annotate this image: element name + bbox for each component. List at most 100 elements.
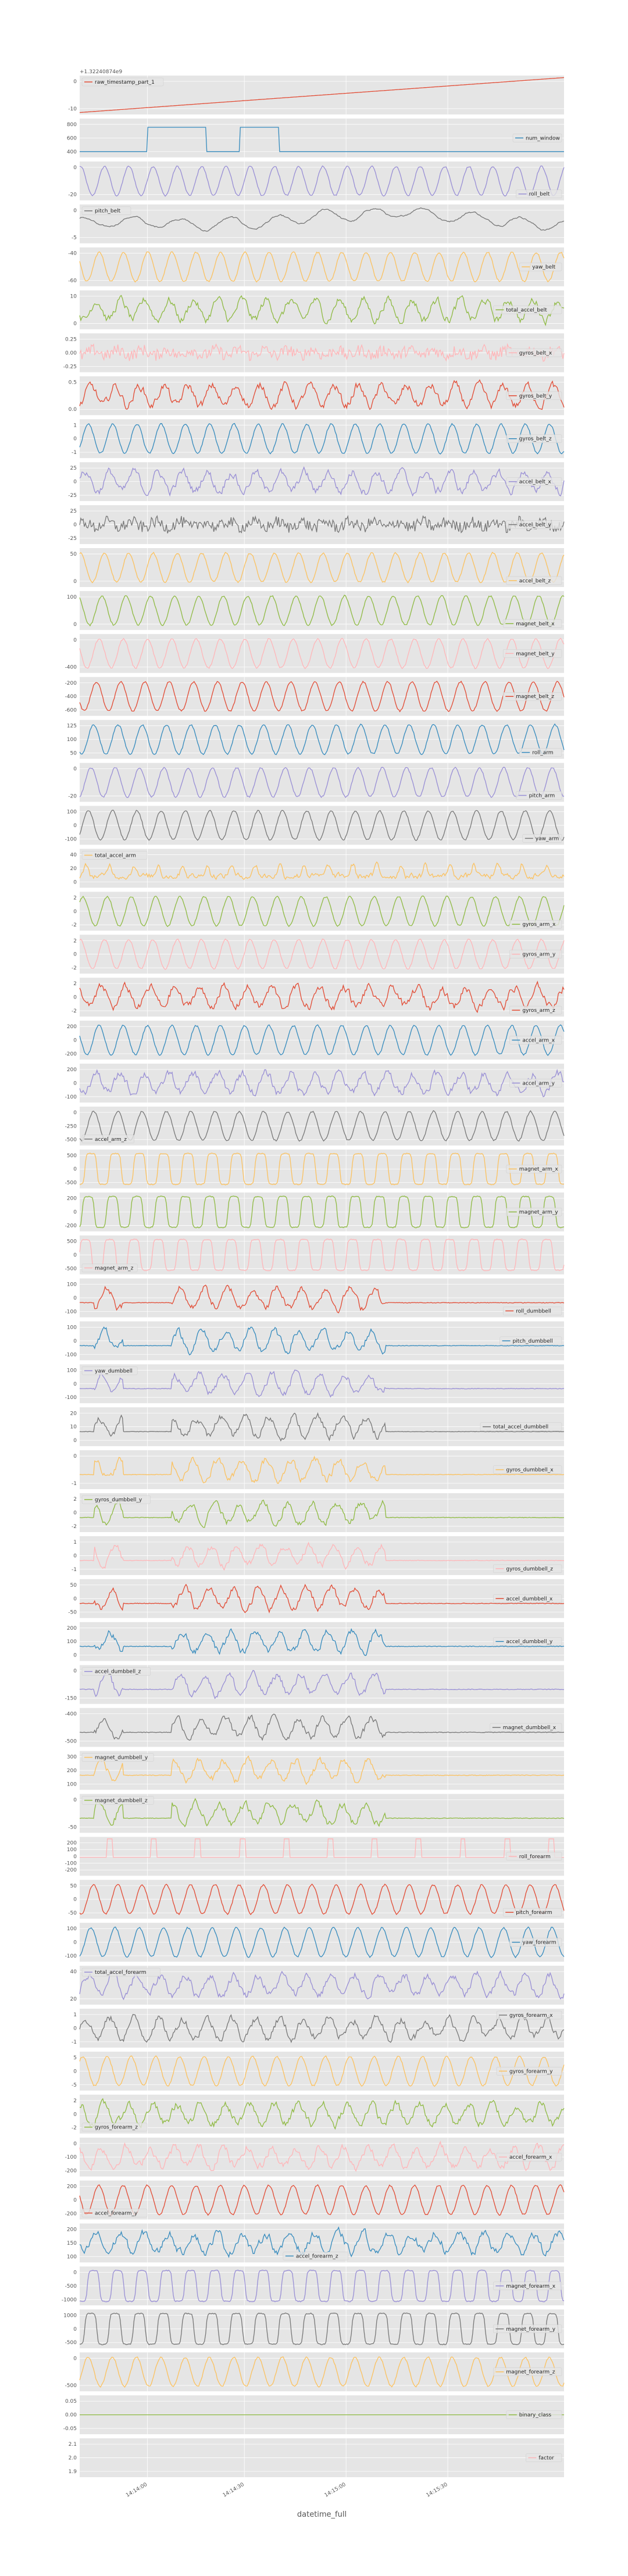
x-axis-label: datetime_full bbox=[297, 2510, 347, 2519]
panel-background bbox=[80, 1450, 564, 1490]
y-tick-label: 2.1 bbox=[69, 2442, 77, 2448]
y-tick-label: -25 bbox=[68, 493, 77, 499]
legend-label: total_accel_dumbbell bbox=[493, 1425, 548, 1430]
series-line-accel_dumbbell_x bbox=[79, 1583, 565, 1613]
legend-label: total_accel_forearm bbox=[95, 1970, 147, 1976]
y-tick-label: -400 bbox=[65, 665, 77, 671]
panel-magnet_forearm_y: 1000 0 -500 magnet_forearm_y bbox=[63, 2309, 565, 2349]
series-line-roll_forearm bbox=[80, 1838, 564, 1858]
legend: pitch_dumbbell bbox=[499, 1336, 562, 1346]
panel-gyros_forearm_y: 5 0 -5 gyros_forearm_y bbox=[72, 2051, 565, 2091]
panel-accel_forearm_y: 200 0 -200 accel_forearm_y bbox=[65, 2180, 565, 2220]
panel-background bbox=[80, 247, 564, 287]
legend-label: yaw_belt bbox=[532, 264, 555, 270]
legend-label: accel_belt_x bbox=[519, 480, 552, 485]
y-tick-label: 0 bbox=[73, 1339, 77, 1344]
legend: total_accel_belt bbox=[493, 305, 562, 314]
panel-accel_forearm_z: 200 150 100 accel_forearm_z bbox=[67, 2223, 565, 2263]
panel-gyros_dumbbell_x: 0 -1 gyros_dumbbell_x bbox=[72, 1450, 565, 1490]
legend-label: accel_forearm_y bbox=[95, 2211, 138, 2217]
panel-num_window: 800 600 400 num_window bbox=[67, 118, 564, 158]
y-tick-label: 0 bbox=[73, 2356, 77, 2362]
y-tick-label: -200 bbox=[65, 2211, 77, 2217]
y-tick-label: 0 bbox=[73, 1081, 77, 1086]
y-tick-label: 50 bbox=[70, 1583, 77, 1588]
legend-label: yaw_arm bbox=[536, 836, 559, 842]
y-tick-label: -100 bbox=[65, 1309, 77, 1315]
legend-label: magnet_belt_y bbox=[516, 651, 555, 657]
legend-box bbox=[516, 189, 562, 198]
legend-box bbox=[493, 305, 562, 314]
legend-box bbox=[502, 1908, 562, 1917]
series-line-roll_arm bbox=[79, 723, 565, 756]
y-tick-label: 20 bbox=[70, 866, 77, 872]
y-tick-label: -100 bbox=[65, 1861, 77, 1867]
panel-total_accel_forearm: 40 20 total_accel_forearm bbox=[70, 1966, 565, 2005]
y-tick-label: 0.05 bbox=[65, 2399, 77, 2405]
panel-magnet_arm_x: 500 0 -500 magnet_arm_x bbox=[65, 1149, 565, 1189]
y-tick-label: -60 bbox=[68, 278, 77, 284]
panel-accel_dumbbell_z: 0 -150 accel_dumbbell_z bbox=[65, 1665, 565, 1704]
legend: accel_dumbbell_z bbox=[81, 1667, 151, 1676]
y-tick-label: 0 bbox=[73, 622, 77, 628]
y-tick-label: 0 bbox=[73, 1382, 77, 1387]
y-tick-label: -20 bbox=[68, 192, 77, 198]
legend-label: accel_dumbbell_y bbox=[506, 1639, 553, 1645]
legend-label: magnet_dumbbell_z bbox=[95, 1798, 148, 1804]
y-tick-label: 150 bbox=[67, 2241, 77, 2246]
legend-box bbox=[516, 791, 562, 800]
legend-box bbox=[509, 1006, 562, 1015]
series-line-magnet_dumbbell_z bbox=[79, 1798, 565, 1827]
legend-label: accel_belt_y bbox=[519, 523, 552, 528]
y-tick-label: -20 bbox=[68, 793, 77, 799]
legend-box bbox=[506, 1164, 562, 1173]
legend-box bbox=[506, 434, 562, 443]
y-tick-label: 10 bbox=[70, 1425, 77, 1430]
series-line-pitch_belt bbox=[79, 207, 565, 232]
legend-label: raw_timestamp_part_1 bbox=[95, 80, 155, 85]
y-tick-label: 100 bbox=[67, 2254, 77, 2260]
legend: yaw_forearm bbox=[509, 1938, 562, 1947]
y-tick-label: 100 bbox=[67, 595, 77, 600]
panel-total_accel_dumbbell: 20 10 0 total_accel_dumbbell bbox=[70, 1407, 565, 1447]
legend-box bbox=[499, 1336, 562, 1346]
panel-background bbox=[80, 204, 564, 244]
series-line-gyros_dumbbell_y bbox=[79, 1499, 565, 1528]
y-tick-label: 300 bbox=[67, 1755, 77, 1761]
y-tick-label: -10 bbox=[68, 106, 77, 112]
y-tick-label: 100 bbox=[67, 1926, 77, 1932]
y-tick-label: 200 bbox=[67, 1067, 77, 1073]
legend-label: roll_belt bbox=[529, 192, 550, 198]
panel-factor: 2.1 2.0 1.9 factor bbox=[69, 2438, 564, 2477]
legend-label: gyros_dumbbell_x bbox=[506, 1468, 554, 1473]
series-line-accel_belt_y bbox=[79, 514, 565, 534]
legend-box bbox=[81, 2123, 148, 2131]
legend: magnet_belt_z bbox=[502, 692, 562, 701]
y-tick-label: 40 bbox=[70, 852, 77, 858]
series-line-magnet_belt_z bbox=[79, 681, 565, 713]
legend-box bbox=[496, 2067, 562, 2076]
legend: roll_belt bbox=[516, 189, 562, 198]
legend: magnet_dumbbell_y bbox=[81, 1753, 154, 1762]
legend-box bbox=[496, 2010, 562, 2020]
series-line-total_accel_arm bbox=[79, 861, 565, 881]
y-tick-label: -40 bbox=[68, 251, 77, 257]
panel-pitch_arm: 0 -20 pitch_arm bbox=[68, 763, 565, 802]
panel-gyros_belt_y: 0.5 0.0 gyros_belt_y bbox=[69, 376, 565, 416]
legend-label: total_accel_arm bbox=[95, 853, 136, 858]
y-tick-label: 0 bbox=[73, 879, 77, 885]
y-tick-label: 2 bbox=[73, 938, 77, 944]
y-tick-label: -200 bbox=[65, 2169, 77, 2174]
y-tick-label: 25 bbox=[70, 509, 77, 514]
y-tick-label: 0 bbox=[73, 208, 77, 214]
legend: num_window bbox=[512, 134, 562, 142]
legend-box bbox=[506, 1852, 562, 1861]
legend-box bbox=[519, 262, 562, 271]
y-tick-label: -500 bbox=[65, 1266, 77, 1272]
legend: accel_belt_y bbox=[506, 520, 562, 529]
y-tick-label: -500 bbox=[65, 2340, 77, 2346]
y-tick-label: -0.25 bbox=[63, 364, 77, 370]
y-tick-label: -50 bbox=[68, 1824, 77, 1830]
legend-label: magnet_belt_x bbox=[516, 621, 555, 627]
